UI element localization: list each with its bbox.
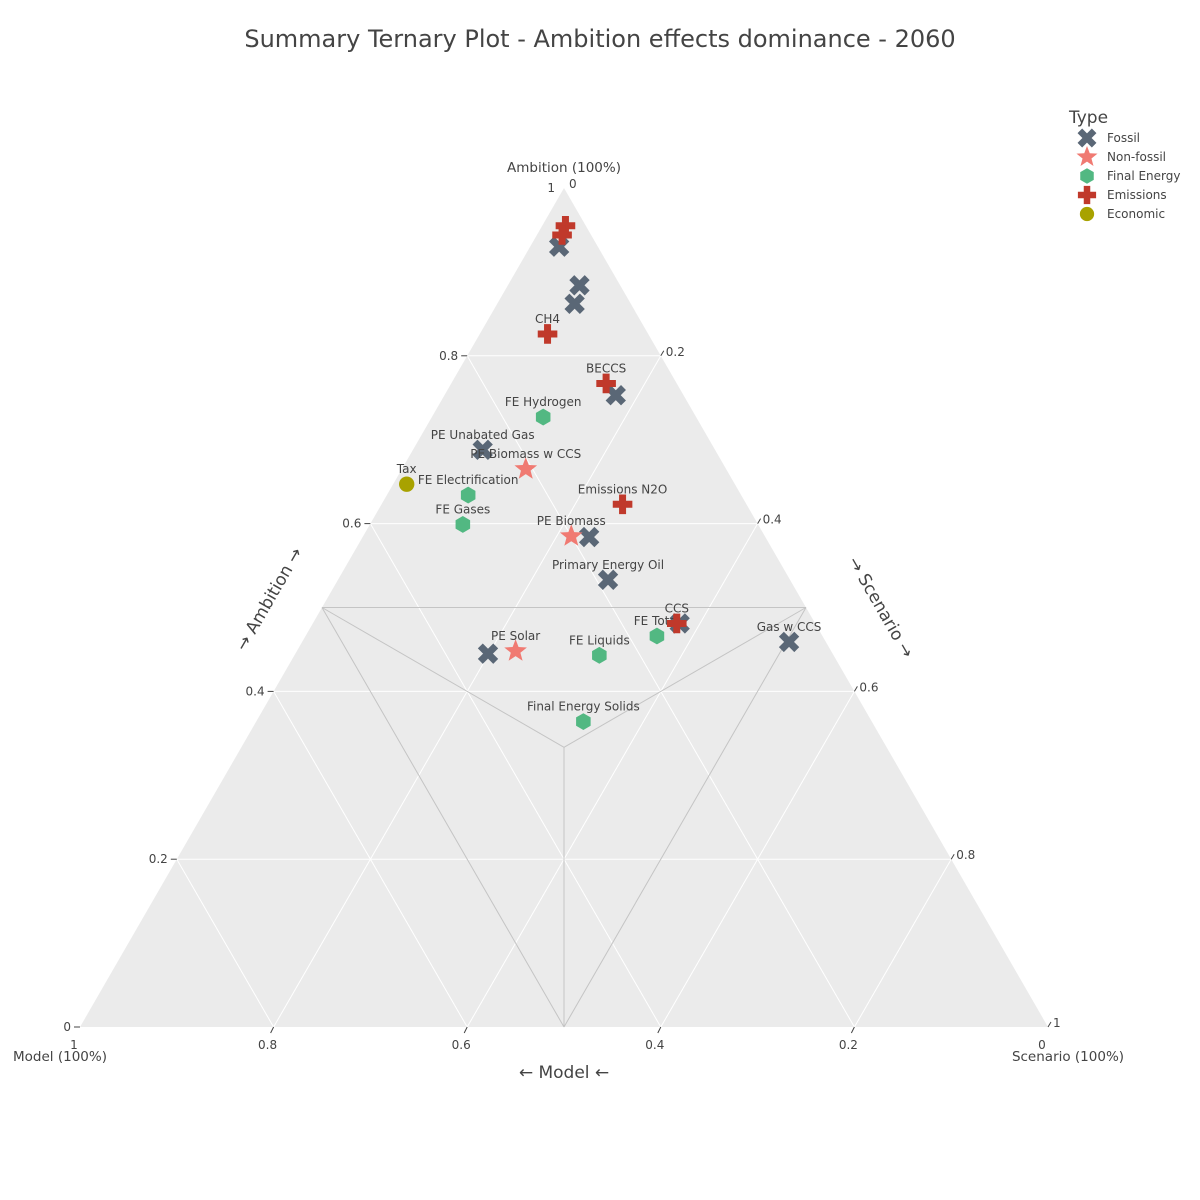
model-tick-mark [657,1026,662,1034]
ambition-tick-label: 0 [63,1020,71,1034]
data-point-final-energy [649,627,665,645]
scenario-axis-title: → Scenario → [843,553,917,661]
data-point-label: Tax [396,462,417,476]
data-point-emissions [612,494,633,515]
dominance-region-line [321,607,565,1028]
dominance-region-line [563,607,807,748]
data-point-label: FE Gases [435,502,490,516]
scenario-tick-mark [757,518,762,524]
data-point-final-energy [576,713,591,730]
model-tick-label: 0.8 [258,1038,277,1052]
dominance-region-line [321,607,565,748]
data-point-label: FE Electrification [418,473,519,487]
dominance-region-line [563,607,807,1028]
data-point-label: BECCS [586,361,626,375]
scenario-tick-mark [853,686,858,692]
data-point-final-energy [535,408,551,426]
model-tick-mark [463,1026,468,1034]
data-point-final-energy [455,516,471,533]
grid-line-scenario [853,858,952,1028]
data-point-fossil [597,569,619,590]
data-point-non-fossil [504,639,527,661]
legend-label-economic: Economic [1107,207,1165,221]
data-point-fossil [578,526,600,548]
data-point-label: Emissions N2O [578,482,668,496]
model-tick-label: 0 [1038,1038,1046,1052]
data-point-label: CH4 [535,312,560,326]
ambition-end-label: Ambition (100%) [507,160,621,176]
data-point-label: Gas w CCS [757,620,822,634]
scenario-end-label: Scenario (100%) [1012,1049,1124,1065]
scenario-tick-label: 1 [1053,1016,1061,1030]
legend-marker-emissions [1077,185,1097,205]
data-point-label: Primary Energy Oil [552,558,664,572]
scenario-tick-label: 0.2 [666,345,685,359]
model-tick-label: 0.4 [645,1038,664,1052]
model-end-label: Model (100%) [13,1049,107,1065]
scenario-tick-label: 0 [569,177,577,191]
data-point-label: Final Energy Solids [527,700,640,714]
data-point-emissions [552,225,572,245]
data-point-label: PE Solar [491,629,540,643]
data-point-emissions [537,324,558,344]
data-point-fossil [477,643,499,664]
data-point-final-energy [592,646,607,664]
data-point-fossil [605,385,626,406]
legend-marker-economic [1079,206,1095,222]
model-tick-mark [850,1026,855,1034]
data-point-fossil [569,275,590,296]
model-tick-label: 0.2 [839,1038,858,1052]
grid-line-scenario [660,691,855,1028]
data-point-economic [399,476,415,492]
scenario-tick-label: 0.6 [859,680,878,694]
data-point-label: FE Hydrogen [505,395,582,409]
data-point-emissions [596,373,616,394]
ambition-tick-label: 0.8 [439,349,458,363]
legend-title: Type [1068,108,1108,128]
data-point-fossil [778,631,800,653]
legend-label-fossil: Fossil [1107,131,1140,145]
data-point-label: FE Liquids [569,633,630,647]
legend-label-non-fossil: Non-fossil [1107,150,1166,164]
data-point-label: CCS [665,601,689,615]
ambition-tick-label: 1 [547,181,555,195]
data-point-label: PE Biomass w CCS [470,447,581,461]
scenario-tick-label: 0.4 [763,513,782,527]
legend-marker-final-energy [1080,168,1094,184]
model-tick-label: 0.6 [452,1038,471,1052]
scenario-tick-mark [1047,1021,1052,1028]
legend-label-final-energy: Final Energy [1107,169,1180,183]
data-point-label: PE Unabated Gas [431,428,535,442]
data-point-non-fossil [559,524,583,546]
data-point-fossil [564,293,585,314]
legend-label-emissions: Emissions [1107,188,1167,202]
data-point-emissions [666,613,687,634]
legend-marker-fossil [1077,128,1097,148]
data-point-final-energy [460,486,476,504]
scenario-tick-label: 0.8 [956,848,975,862]
model-axis-title: ← Model ← [519,1063,609,1083]
data-point-label: PE Biomass [537,514,606,528]
grid-line-model [273,691,468,1028]
data-point-fossil [472,439,493,460]
scenario-tick-mark [660,350,665,357]
scenario-tick-mark [950,853,955,860]
data-point-non-fossil [514,457,538,479]
model-tick-label: 1 [70,1038,78,1052]
ambition-tick-label: 0.4 [246,684,265,698]
ambition-tick-label: 0.2 [149,852,168,866]
legend-marker-non-fossil [1076,145,1098,166]
model-tick-mark [270,1026,275,1034]
ambition-axis-title: → Ambition → [232,544,307,654]
chart-title: Summary Ternary Plot - Ambition effects … [244,25,956,53]
grid-line-model [176,858,275,1028]
ambition-tick-label: 0.6 [342,517,361,531]
